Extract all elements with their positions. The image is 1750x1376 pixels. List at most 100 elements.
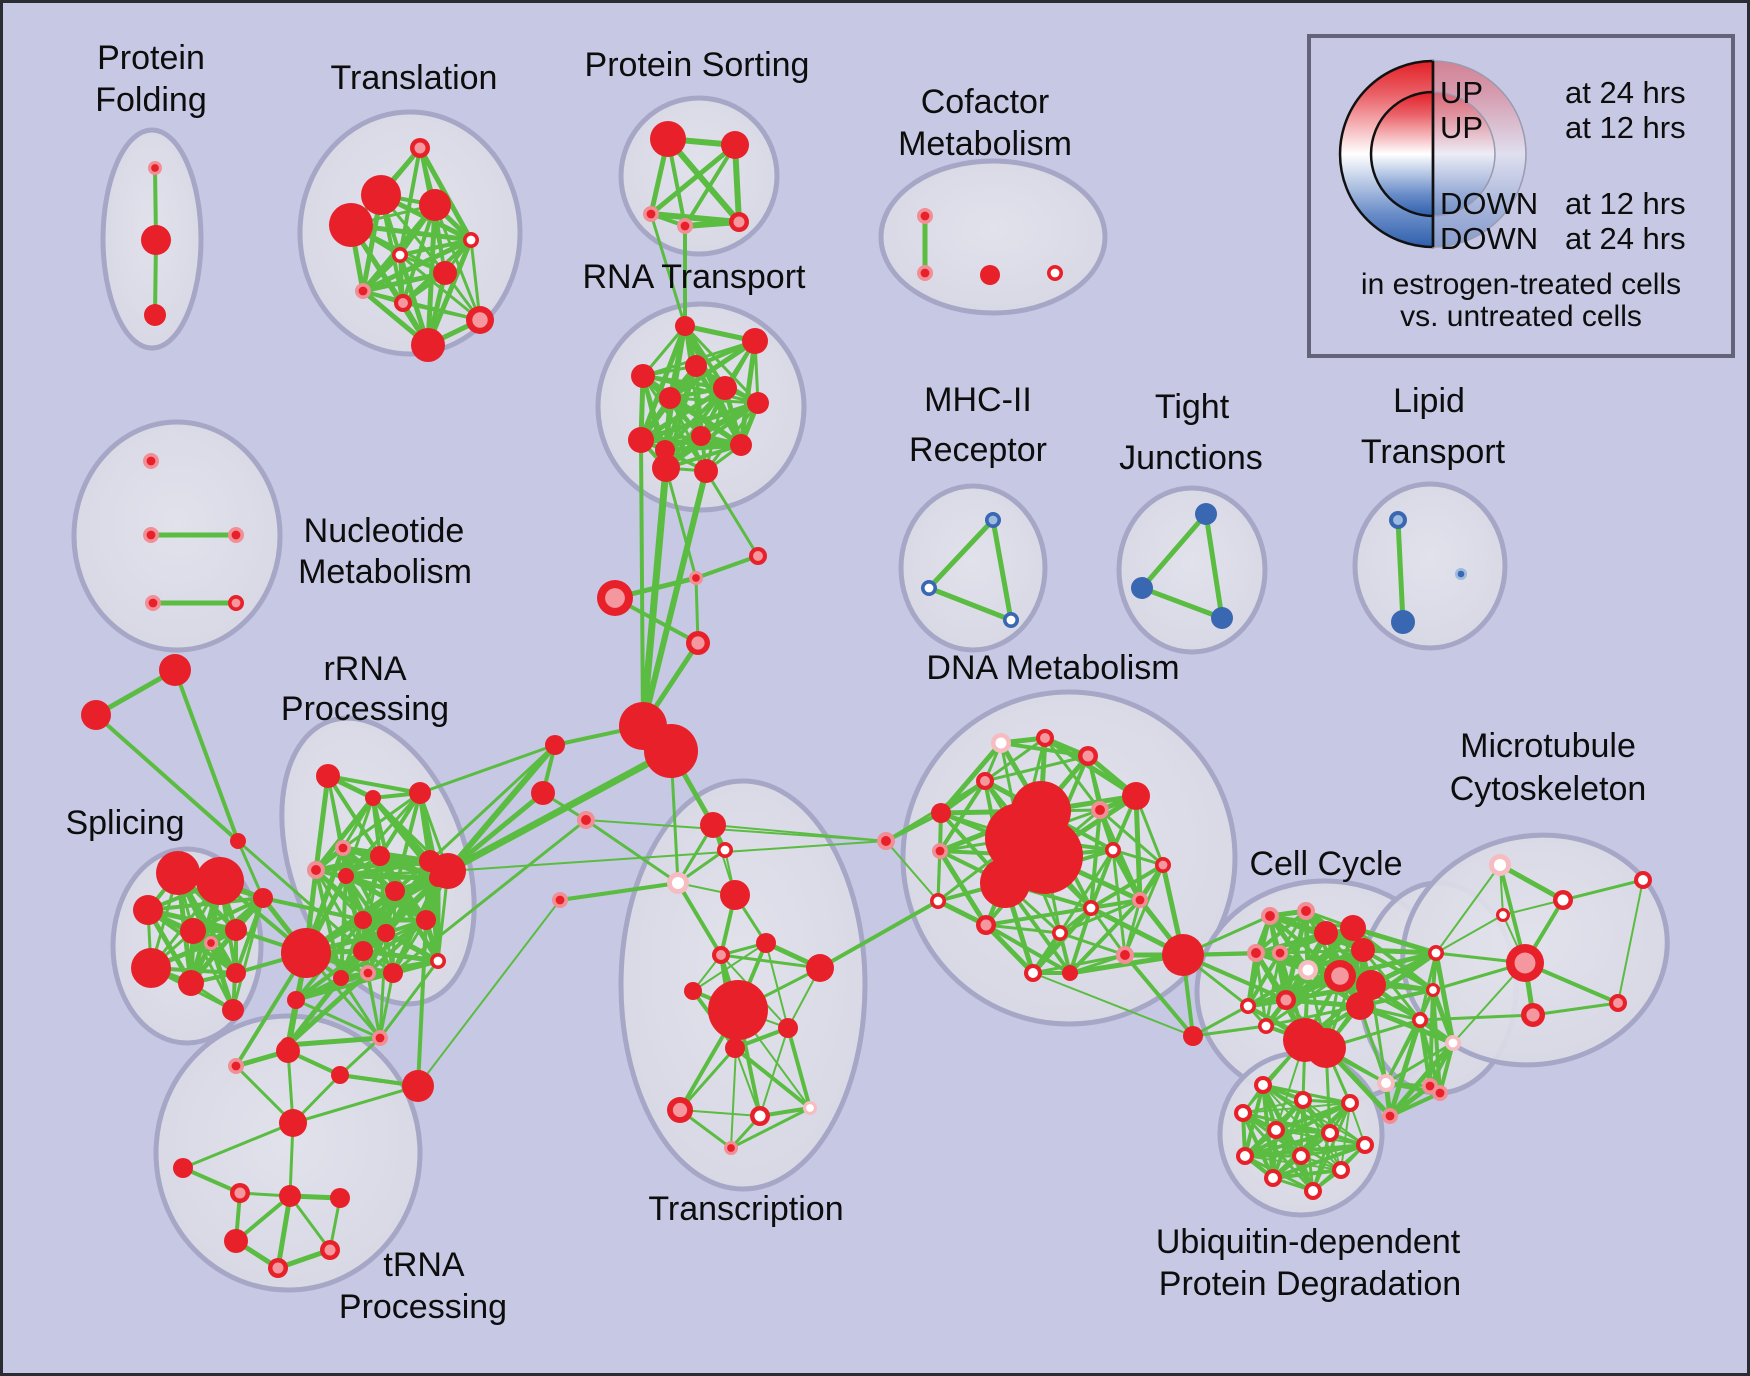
node-rrna-13[interactable] (281, 928, 331, 978)
node-rnaTransport-1[interactable] (742, 328, 768, 354)
node-transcription-9[interactable] (778, 1018, 798, 1038)
node-hub-12[interactable] (230, 833, 246, 849)
node-proteinFolding-1[interactable] (141, 225, 171, 255)
node-rrna-12[interactable] (353, 941, 373, 961)
node-center-hub-9 (881, 836, 891, 846)
node-rnaTransport-5[interactable] (713, 376, 737, 400)
node-center-cellcycle-18 (1415, 1015, 1425, 1025)
node-rrna-9[interactable] (354, 911, 372, 929)
node-trna-4[interactable] (173, 1158, 193, 1178)
node-splicing-8[interactable] (226, 963, 246, 983)
node-dna-11[interactable] (1007, 818, 1083, 894)
node-transcription-10[interactable] (725, 1038, 745, 1058)
node-transcription-5[interactable] (756, 933, 776, 953)
node-rrna-0[interactable] (316, 764, 340, 788)
node-splicing-5[interactable] (253, 888, 273, 908)
node-transcription-3[interactable] (720, 880, 750, 910)
node-tight-1[interactable] (1131, 577, 1153, 599)
node-translation-10[interactable] (411, 328, 445, 362)
node-rrna-20[interactable] (287, 991, 305, 1009)
node-tight-0[interactable] (1195, 503, 1217, 525)
node-transcription-6[interactable] (684, 982, 702, 1000)
node-rrna-11[interactable] (377, 924, 395, 942)
node-center-ubiquitin-3 (1238, 1108, 1248, 1118)
node-splicing-6[interactable] (131, 948, 171, 988)
node-rnaTransport-2[interactable] (685, 355, 707, 377)
node-trna-1[interactable] (276, 1039, 300, 1063)
node-tight-2[interactable] (1211, 607, 1233, 629)
node-rrna-14[interactable] (333, 970, 349, 986)
legend-row-down24-label: DOWN (1440, 221, 1538, 256)
node-transcription-0[interactable] (700, 812, 726, 838)
node-dna-4[interactable] (931, 803, 951, 823)
node-translation-3[interactable] (329, 203, 373, 247)
node-translation-6[interactable] (433, 261, 457, 285)
node-rnaTransport-4[interactable] (659, 387, 681, 409)
node-rrna-19[interactable] (429, 869, 447, 887)
node-dna-13[interactable] (1122, 782, 1150, 810)
node-rnaTransport-6[interactable] (747, 392, 769, 414)
node-rrna-15[interactable] (383, 963, 403, 983)
node-rrna-8[interactable] (385, 881, 405, 901)
node-trna-6[interactable] (279, 1185, 301, 1207)
node-dna-20[interactable] (1062, 965, 1078, 981)
node-hub-6[interactable] (545, 735, 565, 755)
node-rnaTransport-7[interactable] (628, 427, 654, 453)
node-rrna-1[interactable] (365, 790, 381, 806)
node-cellcycle-10[interactable] (1346, 992, 1374, 1020)
network-edge (1133, 793, 1143, 903)
node-hub-11[interactable] (81, 700, 111, 730)
node-splicing-1[interactable] (196, 857, 244, 905)
legend-caption-line1: in estrogen-treated cells (1361, 268, 1681, 301)
node-rrna-5[interactable] (370, 846, 390, 866)
node-trna-8[interactable] (224, 1229, 248, 1253)
node-dna-23[interactable] (1183, 1026, 1203, 1046)
node-transcription-7[interactable] (708, 980, 768, 1040)
node-rnaTransport-9[interactable] (691, 426, 711, 446)
node-center-dna-5 (935, 846, 945, 856)
node-splicing-0[interactable] (156, 851, 200, 895)
node-cellcycle-15[interactable] (1306, 1028, 1346, 1068)
node-rrna-6[interactable] (338, 868, 354, 884)
node-trna-3[interactable] (279, 1109, 307, 1137)
legend-inner-circle-left-icon (1369, 90, 1435, 218)
node-rnaTransport-11[interactable] (652, 454, 680, 482)
node-splicing-4[interactable] (225, 919, 247, 941)
node-lipid-1[interactable] (1391, 610, 1415, 634)
node-hub-10[interactable] (159, 654, 191, 686)
node-dna-22[interactable] (1162, 934, 1204, 976)
node-rnaTransport-12[interactable] (694, 459, 718, 483)
node-trna-11[interactable] (402, 1070, 434, 1102)
node-splicing-9[interactable] (222, 999, 244, 1021)
network-edge (366, 971, 382, 1040)
node-splicing-2[interactable] (133, 895, 163, 925)
node-proteinSorting-0[interactable] (650, 121, 686, 157)
network-edge (326, 774, 382, 858)
node-rnaTransport-10[interactable] (730, 434, 752, 456)
node-cellcycle-4[interactable] (1351, 938, 1375, 962)
node-splicing-3[interactable] (180, 918, 206, 944)
node-translation-2[interactable] (419, 189, 451, 221)
node-translation-1[interactable] (361, 175, 401, 215)
node-rnaTransport-3[interactable] (631, 364, 655, 388)
network-edge (1531, 1001, 1620, 1017)
node-transcription-8[interactable] (806, 954, 834, 982)
node-proteinSorting-1[interactable] (721, 131, 749, 159)
network-edge (383, 930, 441, 964)
node-hub-5[interactable] (644, 724, 698, 778)
node-hub-7[interactable] (531, 781, 555, 805)
cluster-label-proteinSorting-0: Protein Sorting (585, 46, 810, 84)
node-trna-7[interactable] (330, 1188, 350, 1208)
node-cofactor-2[interactable] (980, 265, 1000, 285)
node-cellcycle-3[interactable] (1340, 915, 1366, 941)
node-splicing-7[interactable] (178, 970, 204, 996)
node-center-ubiquitin-8 (1296, 1151, 1306, 1161)
network-edge (236, 839, 365, 953)
node-center-ubiquitin-6 (1360, 1140, 1370, 1150)
node-trna-2[interactable] (331, 1066, 349, 1084)
node-rnaTransport-0[interactable] (675, 316, 695, 336)
node-proteinFolding-2[interactable] (144, 304, 166, 326)
node-rrna-10[interactable] (416, 910, 436, 930)
node-cellcycle-2[interactable] (1314, 921, 1338, 945)
node-rrna-2[interactable] (409, 782, 431, 804)
